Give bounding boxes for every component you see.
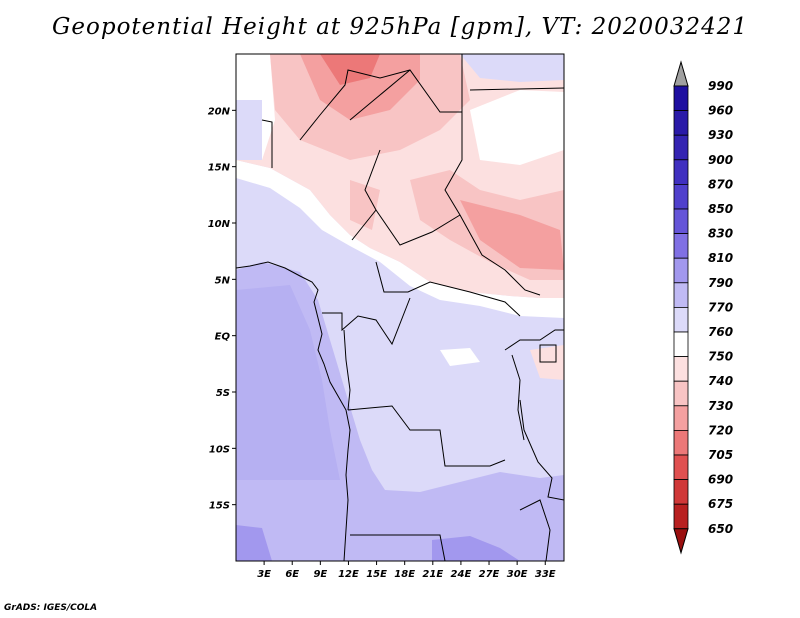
lon-tick-label: 15E <box>366 569 387 580</box>
colorbar-swatch <box>673 233 689 259</box>
lat-tick-label: EQ <box>215 332 231 343</box>
colorbar-label: 830 <box>708 227 733 241</box>
field-ocean-band <box>236 285 340 480</box>
lon-tick-label: 30E <box>507 569 528 580</box>
colorbar-swatch <box>673 183 689 210</box>
border-path <box>469 87 564 91</box>
colorbar-label: 850 <box>708 202 733 216</box>
border-path <box>322 297 411 346</box>
field-720-730 <box>320 54 380 85</box>
colorbar-label: 770 <box>708 300 733 314</box>
lat-tick-label: 10S <box>209 444 230 455</box>
colorbar-swatch <box>673 159 689 185</box>
lon-tick-label: 6E <box>285 569 299 580</box>
field-center-white <box>440 348 480 366</box>
lat-tick-label: 20N <box>208 106 231 117</box>
colorbar-label: 690 <box>708 473 733 487</box>
colorbar-top-arrow <box>673 60 689 87</box>
colorbar-label: 870 <box>708 177 733 191</box>
lake-path <box>511 354 525 441</box>
lon-tick-label: 27E <box>479 569 500 580</box>
border-path <box>261 119 273 168</box>
border-path <box>375 209 461 246</box>
border-path <box>347 405 506 467</box>
border-path <box>349 69 411 121</box>
lat-tick-label: 5N <box>215 275 231 286</box>
lon-axis: 3E 6E 9E 12E 15E 18E 21E 24E 27E 30E 33E <box>257 561 556 580</box>
chart-title: Geopotential Height at 925hPa [gpm], VT:… <box>52 14 748 40</box>
colorbar-swatch <box>673 479 689 505</box>
footer-credit: GrADS: IGES/COLA <box>4 603 98 613</box>
field-ne-patch <box>460 54 564 82</box>
field-740-750-central <box>350 180 380 230</box>
border-path <box>519 399 564 501</box>
colorbar-label: 750 <box>708 350 733 364</box>
colorbar-label: 650 <box>708 522 733 536</box>
colorbar-label: 930 <box>708 128 733 142</box>
colorbar-label: 810 <box>708 251 733 265</box>
lon-tick-label: 21E <box>422 569 443 580</box>
lon-tick-label: 18E <box>394 569 415 580</box>
field-810-830-se <box>432 536 520 561</box>
lat-tick-label: 15S <box>209 501 230 512</box>
lon-tick-label: 33E <box>535 569 556 580</box>
colorbar-label: 720 <box>708 423 733 437</box>
map-frame <box>235 53 565 562</box>
colorbar-swatch <box>673 282 689 308</box>
colorbar-swatch <box>673 257 689 284</box>
colorbar-swatch <box>673 331 689 358</box>
lat-tick-label: 15N <box>208 163 231 174</box>
border-path <box>375 261 521 317</box>
colorbar-label: 705 <box>708 448 733 462</box>
colorbar-swatch <box>673 110 689 136</box>
lon-tick-label: 24E <box>451 569 472 580</box>
geopotential-field <box>236 54 564 561</box>
border-path <box>504 329 564 351</box>
colorbar-swatch <box>673 429 689 456</box>
field-730-740-east <box>460 200 564 270</box>
field-nw-lavender <box>236 100 262 160</box>
border-path <box>343 329 351 411</box>
colorbar-swatch <box>673 454 689 481</box>
lon-tick-label: 12E <box>338 569 359 580</box>
colorbar-swatch <box>673 503 689 530</box>
colorbar-label: 790 <box>708 276 733 290</box>
border-path <box>444 112 541 296</box>
colorbar-label: 675 <box>708 497 733 511</box>
colorbar-swatch <box>673 356 689 382</box>
colorbar-swatch <box>673 85 689 112</box>
field-810-830 <box>236 525 272 561</box>
boundaries <box>236 54 564 561</box>
colorbar-swatch <box>673 380 689 407</box>
colorbar-swatch <box>673 405 689 431</box>
colorbar-label: 730 <box>708 399 733 413</box>
colorbar-swatch <box>673 134 689 161</box>
lat-tick-label: 10N <box>208 219 231 230</box>
coastline-path <box>236 261 351 561</box>
colorbar-swatch <box>673 208 689 235</box>
lake-victoria-outline <box>539 344 557 363</box>
colorbar-label: 960 <box>708 104 733 118</box>
border-path <box>350 534 446 561</box>
colorbar-bottom-arrow <box>673 528 689 555</box>
field-ne-white <box>470 90 564 165</box>
border-path <box>299 54 463 141</box>
colorbar-label: 740 <box>708 374 733 388</box>
lat-axis: 20N 15N 10N 5N EQ 5S 10S 15S <box>208 106 236 512</box>
field-760-770 <box>236 160 564 318</box>
colorbar-label: 900 <box>708 153 733 167</box>
lon-tick-label: 3E <box>257 569 271 580</box>
border-path <box>519 499 551 561</box>
lat-tick-label: 5S <box>216 388 230 399</box>
colorbar-label: 760 <box>708 325 733 339</box>
colorbar-label: 990 <box>708 79 733 93</box>
lon-tick-label: 9E <box>313 569 327 580</box>
colorbar-swatch <box>673 306 689 333</box>
